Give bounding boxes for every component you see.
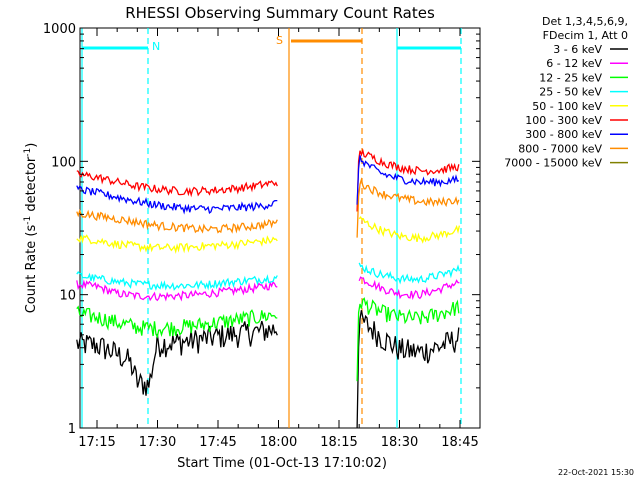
series-line-2-segment-1 [76,279,278,302]
series-line-7-segment-2 [356,155,460,205]
night-label: N [152,40,160,53]
legend-label-7: 300 - 800 keV [525,128,602,141]
series-line-8-segment-2 [356,177,460,238]
series-line-8-segment-1 [76,208,278,234]
series-line-2-segment-2 [358,276,460,301]
legend-label-8: 800 - 7000 keV [518,142,602,155]
x-tick-label-1: 17:30 [139,435,176,450]
y-tick-label-2: 100 [51,155,76,170]
x-tick-label-5: 18:30 [381,435,418,450]
y-tick-label-0: 1 [68,422,76,437]
legend-label-9: 7000 - 15000 keV [504,157,602,170]
series-line-7-segment-1 [76,185,278,215]
y-tick-label-1: 10 [59,289,76,304]
series-line-3-segment-1 [76,305,278,339]
footer-date: 22-Oct-2021 15:30 [558,468,634,477]
legend-label-2: 6 - 12 keV [546,57,602,70]
series-line-4-segment-1 [76,270,278,291]
x-tick-label-2: 17:45 [199,435,236,450]
axis-layer: 17:15 17:30 17:45 18:00 18:15 18:30 18:45 1 10 10… [43,22,480,450]
series-line-3-segment-2 [356,297,460,382]
annotation-layer: N S [81,28,462,428]
y-tick-label-3: 1000 [43,22,76,37]
y-axis-label: Count Rate (s-1 detector-1) [23,143,39,314]
chart-title: RHESSI Observing Summary Count Rates [125,4,435,22]
series-line-6-segment-2 [356,148,460,212]
x-axis-label: Start Time (01-Oct-13 17:10:02) [177,456,387,471]
series-line-1-segment-1 [76,320,278,396]
x-tick-label-3: 18:00 [260,435,297,450]
series-line-6-segment-1 [76,170,278,198]
series-line-4-segment-2 [358,262,461,285]
legend: Det 1,3,4,5,6,9, FDecim 1, Att 0 3 - 6 k… [504,15,628,170]
legend-label-4: 25 - 50 keV [539,86,602,99]
series-line-5-segment-2 [358,215,461,244]
legend-label-6: 100 - 300 keV [525,114,602,127]
legend-label-5: 50 - 100 keV [532,100,602,113]
legend-label-3: 12 - 25 keV [539,71,602,84]
x-tick-label-6: 18:45 [441,435,478,450]
plot-frame [79,27,481,429]
saa-label: S [276,34,283,47]
legend-header-line-1: Det 1,3,4,5,6,9, [542,15,628,28]
legend-header-line-2: FDecim 1, Att 0 [543,29,628,42]
series-line-5-segment-1 [76,234,278,254]
series-line-1-segment-2 [356,310,460,429]
legend-label-1: 3 - 6 keV [553,43,602,56]
series-layer [76,148,461,429]
x-tick-label-0: 17:15 [78,435,115,450]
x-tick-label-4: 18:15 [320,435,357,450]
